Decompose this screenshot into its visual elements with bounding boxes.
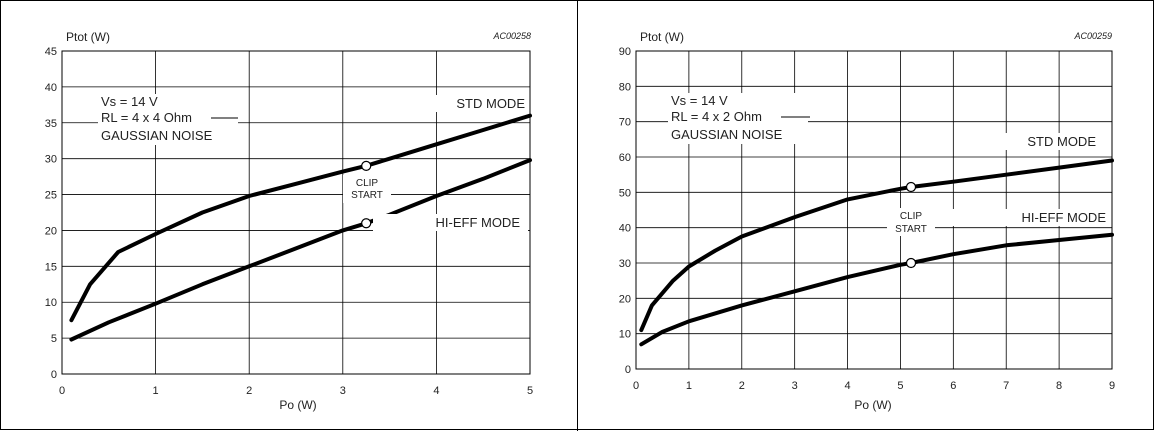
condition-line: GAUSSIAN NOISE [671,127,783,142]
std-mode-label: STD MODE [1027,134,1096,149]
series-line-hi-eff-mode [71,160,530,339]
x-tick-label: 3 [340,385,346,397]
y-axis-label: Ptot (W) [66,30,110,44]
condition-line: RL = 4 x 2 Ohm [671,109,762,124]
x-axis-label: Po (W) [279,398,316,412]
hi-eff-mode-label: HI-EFF MODE [1022,210,1107,225]
y-tick-label: 50 [619,187,631,199]
conditions-annotation: Vs = 14 VRL = 4 x 4 Ohm GAUSSIAN NOISE [98,94,238,145]
y-tick-label: 10 [619,329,631,341]
y-tick-label: 20 [45,225,57,237]
hi-eff-mode-label-group: HI-EFF MODE [926,209,1110,226]
y-tick-label: 0 [51,369,57,381]
condition-line: GAUSSIAN NOISE [101,128,213,143]
y-tick-label: 5 [51,333,57,345]
x-tick-label: 7 [1003,380,1009,392]
y-tick-label: 30 [45,154,57,166]
y-tick-label: 40 [619,223,631,235]
x-axis-label: Po (W) [854,398,891,412]
y-tick-label: 25 [45,190,57,202]
y-axis-label: Ptot (W) [640,30,684,44]
figure-code: AC00259 [1073,31,1112,41]
y-tick-label: 80 [619,81,631,93]
condition-line: RL = 4 x 4 Ohm [101,110,192,125]
clip-label: CLIP [900,211,923,222]
x-tick-label: 1 [686,380,692,392]
clip-start-marker [362,219,371,228]
series-line-std-mode [641,161,1112,331]
y-tick-label: 20 [619,293,631,305]
clip-start-marker [907,183,916,192]
clip-start-annotation: CLIP START [887,208,935,236]
start-label: START [895,224,927,235]
x-tick-label: 5 [527,385,533,397]
x-tick-label: 2 [246,385,252,397]
x-tick-label: 9 [1109,380,1115,392]
conditions-annotation: Vs = 14 VRL = 4 x 2 Ohm GAUSSIAN NOISE [668,93,810,144]
std-mode-label: STD MODE [456,96,525,111]
condition-line: Vs = 14 V [671,93,728,108]
x-tick-label: 5 [897,380,903,392]
std-mode-label-group: STD MODE [401,95,528,112]
x-tick-label: 2 [739,380,745,392]
y-tick-label: 90 [619,46,631,58]
figure-code: AC00258 [492,31,531,41]
y-tick-label: 0 [625,364,631,376]
y-tick-label: 30 [619,258,631,270]
hi-eff-mode-label-group: HI-EFF MODE [373,214,528,231]
y-tick-label: 15 [45,261,57,273]
y-tick-label: 40 [45,82,57,94]
x-tick-label: 6 [950,380,956,392]
clip-start-marker [362,161,371,170]
x-tick-label: 3 [792,380,798,392]
y-tick-label: 10 [45,297,57,309]
condition-line: Vs = 14 V [101,94,158,109]
start-label: START [351,190,383,201]
x-tick-label: 4 [844,380,850,392]
x-tick-label: 0 [633,380,639,392]
y-tick-label: 70 [619,117,631,129]
hi-eff-mode-label: HI-EFF MODE [436,215,521,230]
clip-label: CLIP [356,178,379,189]
x-tick-label: 0 [59,385,65,397]
x-tick-label: 4 [433,385,439,397]
y-tick-label: 45 [45,46,57,58]
y-tick-label: 60 [619,152,631,164]
x-tick-label: 1 [153,385,159,397]
clip-start-marker [907,259,916,268]
std-mode-label-group: STD MODE [961,133,1110,150]
x-tick-label: 8 [1056,380,1062,392]
y-tick-label: 35 [45,118,57,130]
